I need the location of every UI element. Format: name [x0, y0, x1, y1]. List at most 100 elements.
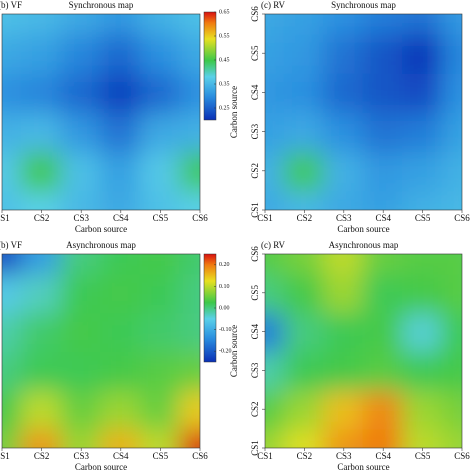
y-tick-label: CS4 — [250, 84, 260, 100]
contour-cell — [362, 350, 404, 391]
contour-cell — [20, 150, 63, 192]
contour-cells — [2, 254, 200, 448]
contour-cell — [20, 32, 63, 74]
y-tick-label: CS4 — [250, 323, 260, 339]
contour-cell — [441, 111, 462, 153]
y-tick-label: CS6 — [250, 246, 260, 262]
x-tick-label: CS1 — [0, 213, 10, 223]
contour-cell — [401, 254, 444, 275]
contour-cell — [60, 111, 102, 153]
contour-cell — [100, 111, 142, 153]
contour-cell — [362, 14, 404, 35]
y-tick-label: CS2 — [250, 401, 260, 417]
contour-cell — [100, 189, 142, 210]
contour-cell — [139, 111, 182, 153]
contour-cell — [362, 311, 404, 352]
panel-label: (c) RV — [261, 240, 286, 250]
x-tick-label: CS2 — [297, 451, 313, 461]
contour-cell — [283, 14, 326, 35]
contour-cell — [60, 32, 102, 74]
contour-cell — [179, 71, 200, 113]
contour-cell — [139, 350, 182, 391]
contour-cell — [139, 272, 182, 314]
plot-frame — [1, 253, 201, 449]
contour-cell — [283, 427, 326, 448]
contour-cell — [323, 71, 365, 113]
contour-cell — [179, 254, 200, 275]
contour-cell — [20, 388, 63, 430]
y-tick-label: CS3 — [250, 362, 260, 378]
contour-cell — [283, 388, 326, 430]
x-tick-label: CS2 — [34, 213, 50, 223]
contour-cell — [441, 427, 462, 448]
contour-cell — [179, 311, 200, 352]
contour-cell — [60, 272, 102, 314]
contour-cell — [100, 14, 142, 35]
panel-title: Synchronous map — [331, 0, 396, 10]
panel-title: Asynchronous map — [329, 240, 399, 250]
contour-cell — [323, 388, 365, 430]
contour-cell — [401, 71, 444, 113]
y-tick-label: CS5 — [250, 285, 260, 301]
contour-cell — [60, 350, 102, 391]
contour-cell — [401, 427, 444, 448]
x-axis-label: Carbon source — [75, 462, 127, 472]
x-tick-label: CS1 — [0, 451, 10, 461]
contour-cell — [60, 71, 102, 113]
contour-cell — [283, 311, 326, 352]
x-tick-label: CS6 — [192, 451, 208, 461]
contour-cell — [265, 150, 286, 192]
contour-cell — [179, 32, 200, 74]
contour-cell — [283, 350, 326, 391]
contour-cell — [139, 32, 182, 74]
contour-cell — [283, 254, 326, 275]
x-tick-label: CS5 — [153, 213, 169, 223]
colorbar-tick-label: 0.65 — [219, 9, 230, 15]
contour-cell — [139, 427, 182, 448]
x-tick-label: CS6 — [454, 213, 470, 223]
contour-cell — [283, 150, 326, 192]
y-tick-label: CS1 — [250, 202, 260, 218]
contour-cell — [401, 311, 444, 352]
x-tick-label: CS1 — [257, 213, 273, 223]
contour-cell — [362, 150, 404, 192]
contour-cell — [362, 427, 404, 448]
plot-frame — [264, 253, 463, 449]
contour-cell — [401, 14, 444, 35]
contour-cell — [362, 71, 404, 113]
contour-cell — [139, 71, 182, 113]
colorbar — [203, 11, 217, 121]
contour-cell — [2, 14, 23, 35]
contour-cell — [323, 32, 365, 74]
colorbar-tick-label: 0.20 — [219, 262, 230, 268]
contour-cell — [283, 189, 326, 210]
contour-cell — [362, 254, 404, 275]
contour-cell — [401, 189, 444, 210]
x-tick-label: CS3 — [336, 451, 352, 461]
x-tick-label: CS2 — [34, 451, 50, 461]
contour-field — [265, 14, 462, 210]
colorbar-tick-label: -0.20 — [219, 349, 232, 355]
contour-cell — [323, 350, 365, 391]
contour-cell — [265, 254, 286, 275]
colorbar-tick-label: 0.25 — [219, 105, 230, 111]
contour-cell — [20, 189, 63, 210]
contour-field — [2, 14, 200, 210]
contour-cell — [2, 350, 23, 391]
colorbar-tick-label: 0.55 — [219, 33, 230, 39]
panel-label: (c) RV — [261, 0, 286, 10]
contour-cell — [265, 311, 286, 352]
contour-cell — [179, 111, 200, 153]
contour-cell — [441, 388, 462, 430]
contour-cell — [60, 150, 102, 192]
x-axis-label: Carbon source — [75, 224, 127, 234]
contour-cell — [2, 311, 23, 352]
colorbar-tick-label: 0.10 — [219, 284, 230, 290]
contour-cell — [2, 254, 23, 275]
contour-cell — [139, 189, 182, 210]
x-tick-label: CS4 — [375, 451, 391, 461]
contour-cell — [401, 32, 444, 74]
x-tick-label: CS3 — [336, 213, 352, 223]
contour-cells — [265, 14, 462, 210]
y-tick-label: CS5 — [250, 45, 260, 61]
